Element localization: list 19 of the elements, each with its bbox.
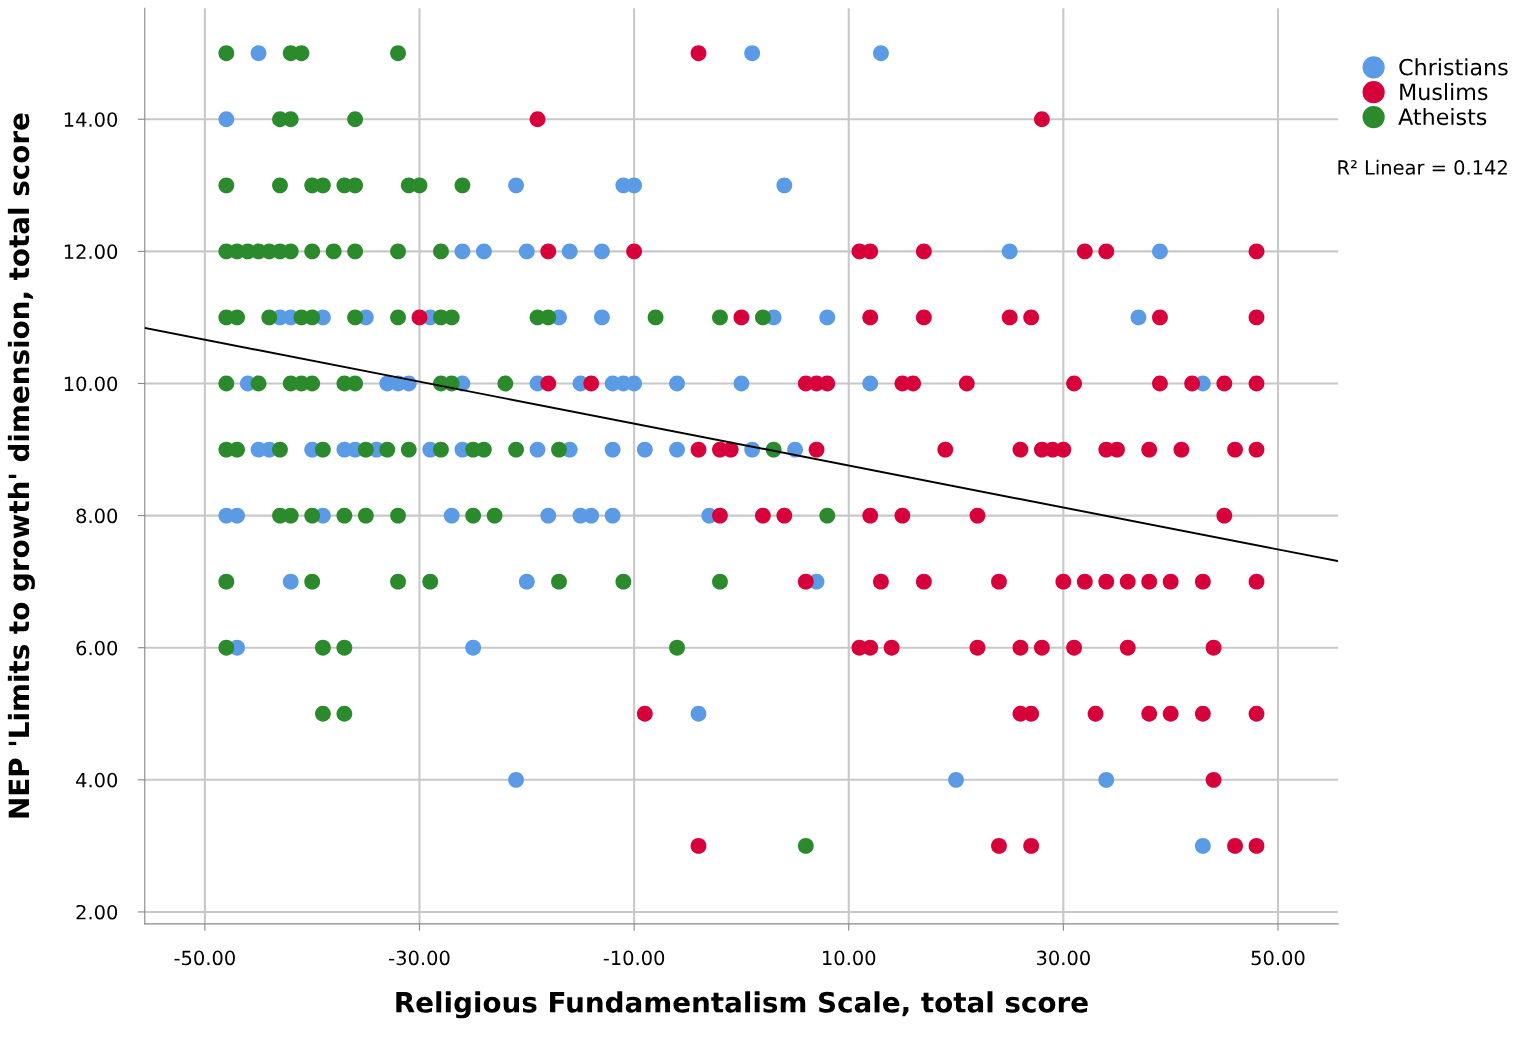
legend-label: Atheists	[1398, 107, 1487, 126]
x-tick-label: -30.00	[389, 950, 450, 966]
x-axis-title: Religious Fundamentalism Scale, total score	[396, 991, 1088, 1019]
legend-label: Christians	[1399, 58, 1508, 76]
y-tick-label: 2.00	[76, 904, 118, 920]
y-tick-label: 4.00	[76, 772, 118, 788]
y-tick-label: 14.00	[64, 112, 118, 127]
x-tick-label: -10.00	[603, 950, 665, 966]
y-tick-label: 10.00	[64, 376, 118, 392]
x-tick-label: 10.00	[823, 950, 876, 966]
x-tick-label: 50.00	[1251, 950, 1305, 966]
y-tick-label: 6.00	[76, 640, 118, 656]
x-tick-label: 30.00	[1037, 950, 1090, 966]
x-tick-label: -50.00	[174, 950, 235, 966]
legend-label: Muslims	[1400, 83, 1488, 101]
y-tick-label: 12.00	[64, 244, 118, 260]
y-tick-label: 8.00	[76, 508, 118, 524]
text: R² Linear = 0.142	[1338, 159, 1507, 175]
y-axis-title: NEP 'Limits to growth' dimension, total score	[7, 113, 35, 818]
